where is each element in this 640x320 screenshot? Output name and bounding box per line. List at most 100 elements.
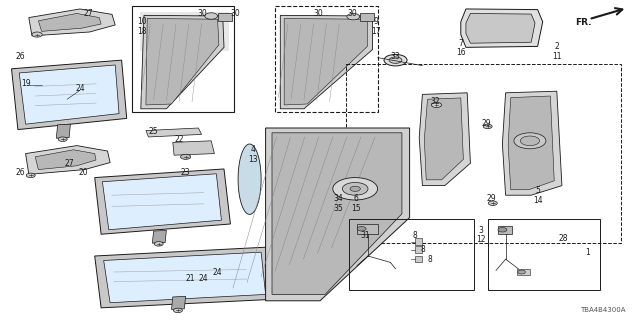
Text: 8: 8: [412, 231, 417, 240]
Polygon shape: [38, 13, 101, 31]
Text: 11: 11: [552, 52, 561, 60]
Bar: [346, 64, 621, 243]
Text: 33: 33: [390, 52, 401, 60]
Circle shape: [357, 227, 366, 231]
Polygon shape: [461, 9, 543, 47]
Circle shape: [154, 242, 163, 246]
Text: 25: 25: [148, 127, 159, 136]
Text: 27: 27: [83, 9, 93, 18]
Text: 26: 26: [15, 52, 26, 60]
Text: 7: 7: [458, 39, 463, 48]
Polygon shape: [146, 128, 202, 137]
Text: 4: 4: [250, 145, 255, 154]
Polygon shape: [266, 128, 410, 301]
Circle shape: [205, 13, 218, 19]
Bar: [275, 6, 378, 112]
Polygon shape: [284, 19, 367, 105]
Circle shape: [518, 270, 525, 274]
Polygon shape: [140, 12, 229, 51]
Polygon shape: [502, 91, 562, 195]
Text: 15: 15: [351, 204, 361, 212]
Polygon shape: [466, 13, 535, 43]
Text: 30: 30: [197, 9, 207, 18]
Circle shape: [173, 308, 182, 313]
Text: 16: 16: [456, 48, 466, 57]
Text: 5: 5: [535, 186, 540, 195]
Text: 8: 8: [428, 255, 433, 264]
Circle shape: [514, 133, 546, 149]
Polygon shape: [56, 124, 70, 138]
Circle shape: [350, 186, 360, 191]
Circle shape: [389, 57, 402, 63]
Circle shape: [498, 228, 507, 232]
Polygon shape: [12, 60, 127, 130]
Circle shape: [384, 54, 407, 66]
Text: 10: 10: [137, 17, 147, 26]
Text: 22: 22: [175, 135, 184, 144]
Text: 3: 3: [479, 226, 484, 235]
Polygon shape: [152, 230, 166, 243]
Text: 23: 23: [180, 168, 191, 177]
Text: 13: 13: [248, 155, 258, 164]
Polygon shape: [19, 65, 119, 124]
Text: 20: 20: [78, 168, 88, 177]
Circle shape: [333, 178, 378, 200]
Polygon shape: [517, 269, 530, 275]
Polygon shape: [415, 246, 422, 253]
Text: 12: 12: [477, 236, 486, 244]
Polygon shape: [35, 150, 96, 170]
Text: 24: 24: [198, 274, 209, 283]
Text: 14: 14: [532, 196, 543, 204]
Polygon shape: [172, 296, 186, 309]
Text: 27: 27: [64, 159, 74, 168]
Polygon shape: [104, 252, 266, 303]
Text: TBA4B4300A: TBA4B4300A: [580, 307, 626, 313]
Text: 26: 26: [15, 168, 26, 177]
Text: 29: 29: [481, 119, 492, 128]
Polygon shape: [360, 13, 374, 21]
Polygon shape: [415, 238, 422, 245]
Text: 31: 31: [360, 231, 370, 240]
Circle shape: [32, 32, 42, 37]
Circle shape: [58, 137, 67, 141]
Text: 2: 2: [554, 42, 559, 51]
Polygon shape: [26, 146, 110, 174]
Circle shape: [488, 201, 497, 205]
Text: 34: 34: [333, 194, 343, 203]
Polygon shape: [415, 256, 422, 262]
Text: 17: 17: [371, 27, 381, 36]
Text: 18: 18: [138, 27, 147, 36]
Text: 8: 8: [420, 245, 425, 254]
Text: 1: 1: [585, 248, 590, 257]
Polygon shape: [424, 98, 463, 180]
Text: 24: 24: [75, 84, 85, 93]
Circle shape: [180, 154, 191, 159]
Text: 30: 30: [314, 9, 324, 18]
Text: FR.: FR.: [575, 18, 591, 27]
Polygon shape: [173, 141, 214, 155]
Polygon shape: [238, 144, 261, 214]
Polygon shape: [419, 93, 470, 186]
Text: 9: 9: [374, 17, 379, 26]
Text: 21: 21: [186, 274, 195, 283]
Polygon shape: [218, 13, 232, 21]
Polygon shape: [357, 224, 378, 234]
Text: 35: 35: [333, 204, 343, 212]
Polygon shape: [146, 19, 219, 105]
Text: 28: 28: [559, 234, 568, 243]
Text: 29: 29: [486, 194, 497, 203]
Circle shape: [520, 136, 540, 146]
Text: 19: 19: [20, 79, 31, 88]
Text: 32: 32: [430, 97, 440, 106]
Bar: [132, 6, 234, 112]
Circle shape: [347, 13, 360, 20]
Polygon shape: [102, 174, 221, 230]
Text: 6: 6: [353, 194, 358, 203]
Bar: [349, 219, 474, 290]
Polygon shape: [29, 9, 115, 36]
Polygon shape: [95, 247, 275, 308]
Polygon shape: [498, 226, 512, 234]
Circle shape: [483, 124, 492, 129]
Text: 30: 30: [230, 9, 241, 18]
Text: 24: 24: [212, 268, 223, 277]
